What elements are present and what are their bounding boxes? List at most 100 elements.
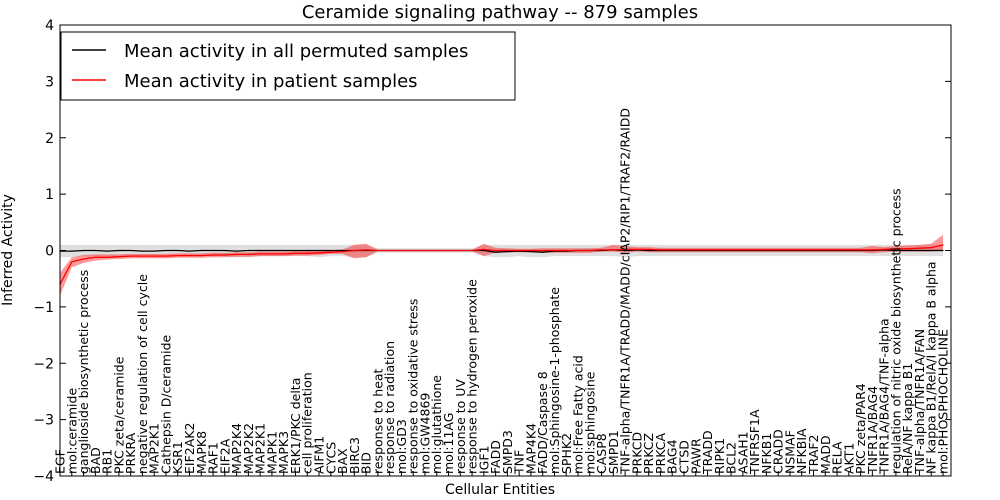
x-tick-label: NF kappa B1/RelA/I kappa B alpha [924,261,939,474]
x-axis-label: Cellular Entities [445,482,555,498]
data-point-patient [706,249,709,251]
x-tick-label: TNF [512,450,527,475]
data-point-permuted [330,249,332,252]
data-point-permuted [94,249,96,252]
x-tick-label: PRKCD [629,432,644,474]
legend: Mean activity in all permuted samples Me… [60,31,516,101]
data-point-permuted [130,249,132,252]
data-point-patient [683,249,685,251]
data-point-patient [601,249,603,251]
data-point-patient [118,256,120,258]
data-point-patient [365,249,367,251]
data-point-patient [624,248,626,250]
x-tick-label: FADD/Caspase 8 [535,371,550,474]
x-tick-label: PAWR [688,438,703,474]
data-point-permuted [200,249,202,252]
data-point-patient [789,249,791,251]
x-tick-label: RelA/NF kappa B1 [900,363,915,474]
data-point-patient [801,249,803,251]
legend-label-permuted: Mean activity in all permuted samples [124,41,468,62]
data-point-permuted [106,250,108,252]
data-point-permuted [177,249,179,252]
data-point-permuted [259,249,261,252]
data-point-patient [659,249,662,251]
x-tick-label: MAPK1 [264,431,279,474]
data-point-patient [412,249,414,252]
x-tick-label: BAG4 [665,439,680,474]
data-point-patient [400,249,402,252]
data-point-patient [353,249,355,252]
data-point-patient [542,249,544,252]
data-point-permuted [542,251,544,253]
data-point-patient [306,252,308,254]
x-tick-label: BAX [335,448,350,474]
data-point-permuted [236,250,238,252]
x-tick-label: IGF1 [476,445,491,474]
x-tick-label: BIRC3 [347,437,362,474]
data-point-permuted [930,249,932,252]
data-point-patient [188,255,191,257]
x-tick-label: mol:11AG [441,413,456,474]
x-tick-label: MAP2K1 [253,423,268,474]
data-point-patient [812,249,815,251]
x-tick-label: EGF [53,449,68,474]
x-tick-label: RELA [830,441,845,474]
x-tick-label: BCL2 [724,442,739,474]
x-tick-label: TNFR1A/BAG4 [865,386,880,475]
x-tick-label: response to UV [453,379,468,474]
x-tick-label: RIPK1 [712,438,727,474]
data-point-permuted [294,249,297,252]
data-point-permuted [82,249,85,252]
x-tick-label: PKC zeta/ceramide [111,356,126,474]
y-tick-label: 1 [45,187,54,203]
data-point-patient [94,256,96,258]
data-point-permuted [495,251,497,253]
data-point-patient [377,249,379,252]
x-tick-label: PRKCA [653,433,668,474]
data-point-permuted [506,251,508,253]
data-point-patient [765,249,768,251]
x-tick-label: SPHK2 [559,433,574,474]
data-point-permuted [165,249,167,252]
data-point-patient [200,255,202,257]
x-tick-label: SMPD1 [606,430,621,474]
data-point-patient [942,244,944,246]
x-tick-label: mol:sphingosine [582,371,597,474]
x-tick-label: TRADD [700,430,715,475]
data-point-permuted [141,250,143,252]
x-tick-label: ASAH1 [735,431,750,474]
data-point-permuted [895,249,897,252]
data-point-patient [589,249,591,252]
x-tick-label: mol:ceramide [64,388,79,474]
data-point-permuted [318,249,320,252]
x-tick-label: AIFM1 [312,436,327,474]
data-point-patient [436,249,438,252]
y-tick-label: −3 [33,413,54,429]
x-tick-label: BID [359,452,374,474]
data-point-permuted [212,249,214,252]
x-tick-label: MAPK3 [276,431,291,474]
data-point-permuted [118,249,120,252]
x-tick-label: TNFR1A/BAG4/TNF-alpha [877,318,892,475]
data-point-permuted [306,249,308,252]
data-point-patient [318,252,320,254]
data-point-patient [553,249,556,252]
data-point-patient [259,253,261,255]
x-tick-label: NFKB1 [759,433,774,474]
data-point-permuted [224,249,226,252]
data-point-patient [212,254,214,256]
data-point-patient [506,249,508,252]
x-tick-label: AKT1 [841,443,856,474]
x-tick-label: CASP8 [594,433,609,474]
data-point-patient [82,258,85,260]
data-point-patient [848,249,850,251]
data-point-patient [648,248,650,250]
x-tick-label: TRAF2 [806,434,821,475]
data-point-permuted [530,251,532,253]
data-point-patient [424,249,426,252]
data-point-permuted [483,249,485,252]
x-tick-label: NFKBIA [794,428,809,474]
data-point-patient [71,261,73,263]
x-tick-label: response to oxidative stress [406,299,421,474]
data-point-permuted [283,249,285,252]
